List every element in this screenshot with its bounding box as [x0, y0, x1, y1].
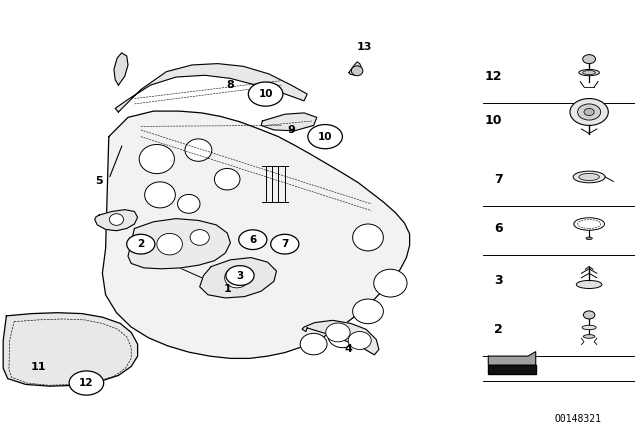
Ellipse shape — [328, 324, 357, 348]
Ellipse shape — [353, 299, 383, 323]
Ellipse shape — [579, 173, 600, 181]
Ellipse shape — [586, 237, 593, 240]
Circle shape — [239, 230, 267, 250]
Circle shape — [226, 266, 254, 285]
Text: 8: 8 — [227, 80, 234, 90]
Circle shape — [584, 108, 595, 116]
Ellipse shape — [353, 224, 383, 251]
Text: 3: 3 — [494, 273, 502, 287]
Circle shape — [69, 371, 104, 395]
Polygon shape — [102, 111, 410, 358]
Polygon shape — [261, 113, 317, 131]
Ellipse shape — [574, 218, 605, 230]
Ellipse shape — [145, 182, 175, 208]
Ellipse shape — [190, 229, 209, 246]
Circle shape — [570, 99, 609, 125]
Text: 2: 2 — [137, 239, 145, 249]
Ellipse shape — [109, 214, 124, 225]
Text: 6: 6 — [494, 222, 502, 235]
Circle shape — [271, 234, 299, 254]
Polygon shape — [488, 365, 536, 374]
Text: 2: 2 — [493, 323, 502, 336]
Polygon shape — [3, 313, 138, 386]
Text: 9: 9 — [287, 125, 295, 135]
Text: 7: 7 — [493, 172, 502, 186]
Text: 7: 7 — [281, 239, 289, 249]
Polygon shape — [128, 219, 230, 269]
Ellipse shape — [374, 269, 407, 297]
Polygon shape — [114, 53, 128, 85]
Text: 6: 6 — [249, 235, 257, 245]
Ellipse shape — [348, 332, 371, 349]
Ellipse shape — [573, 171, 605, 183]
Ellipse shape — [185, 139, 212, 161]
Ellipse shape — [140, 144, 174, 173]
Ellipse shape — [582, 325, 596, 330]
Text: 10: 10 — [318, 132, 332, 142]
Text: 1: 1 — [223, 284, 231, 294]
Text: 11: 11 — [31, 362, 46, 372]
Text: 4: 4 — [345, 345, 353, 354]
Polygon shape — [95, 210, 138, 231]
Text: 10: 10 — [485, 114, 502, 128]
Polygon shape — [349, 62, 362, 75]
Text: 10: 10 — [259, 89, 273, 99]
Circle shape — [308, 125, 342, 149]
Ellipse shape — [579, 69, 600, 76]
Ellipse shape — [178, 194, 200, 213]
Ellipse shape — [577, 280, 602, 289]
Text: 13: 13 — [357, 42, 372, 52]
Polygon shape — [488, 352, 536, 365]
Circle shape — [578, 104, 601, 120]
Circle shape — [248, 82, 283, 106]
Ellipse shape — [583, 71, 596, 75]
Text: O0148321: O0148321 — [554, 414, 601, 424]
Circle shape — [584, 311, 595, 319]
Ellipse shape — [326, 323, 350, 342]
Polygon shape — [200, 258, 276, 298]
Circle shape — [127, 234, 155, 254]
Ellipse shape — [351, 66, 363, 76]
Polygon shape — [302, 320, 379, 355]
Ellipse shape — [225, 267, 249, 288]
Text: 5: 5 — [95, 177, 103, 186]
Text: 3: 3 — [236, 271, 244, 280]
Ellipse shape — [157, 233, 182, 255]
Ellipse shape — [214, 168, 240, 190]
Ellipse shape — [584, 335, 595, 338]
Text: 12: 12 — [485, 69, 502, 83]
Polygon shape — [115, 64, 307, 112]
Ellipse shape — [300, 333, 327, 355]
Text: 12: 12 — [79, 378, 93, 388]
Circle shape — [583, 55, 596, 64]
